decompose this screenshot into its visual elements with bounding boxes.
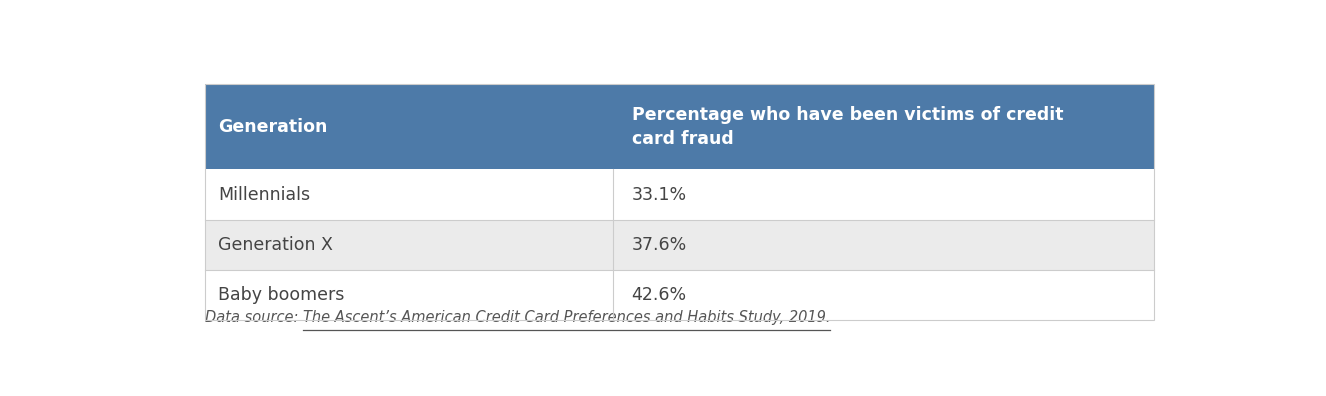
- Text: Percentage who have been victims of credit
card fraud: Percentage who have been victims of cred…: [631, 106, 1063, 148]
- FancyBboxPatch shape: [204, 270, 1155, 320]
- Text: 37.6%: 37.6%: [631, 236, 687, 254]
- FancyBboxPatch shape: [204, 220, 1155, 270]
- Text: 33.1%: 33.1%: [631, 186, 687, 204]
- Text: The Ascent’s American Credit Card Preferences and Habits Study, 2019.: The Ascent’s American Credit Card Prefer…: [302, 310, 830, 325]
- Text: 42.6%: 42.6%: [631, 286, 687, 304]
- Text: Baby boomers: Baby boomers: [219, 286, 345, 304]
- FancyBboxPatch shape: [204, 169, 1155, 220]
- FancyBboxPatch shape: [204, 84, 1155, 169]
- Text: Millennials: Millennials: [219, 186, 310, 204]
- Text: Generation: Generation: [219, 118, 328, 136]
- Text: Generation X: Generation X: [219, 236, 333, 254]
- Text: Data source:: Data source:: [204, 310, 302, 325]
